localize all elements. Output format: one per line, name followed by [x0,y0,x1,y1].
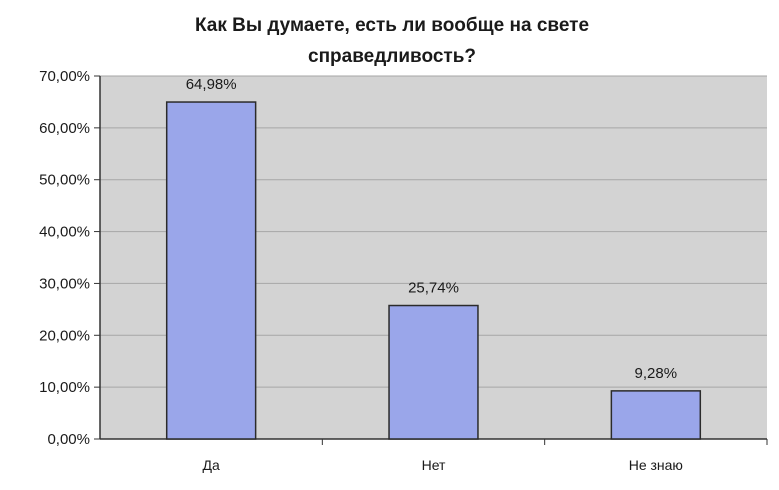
bar-2 [388,304,479,440]
x-category-label: Нет [422,457,446,473]
y-tick-label: 10,00% [39,379,90,396]
data-label: 9,28% [635,365,678,382]
y-tick-label: 30,00% [39,275,90,292]
x-category-label: Да [203,457,220,473]
y-tick-label: 20,00% [39,327,90,344]
y-tick-label: 50,00% [39,172,90,189]
chart-title-line-1: Как Вы думаете, есть ли вообще на свете [195,15,589,36]
bar-1 [165,101,257,440]
y-tick-label: 0,00% [47,431,90,448]
y-tick-label: 60,00% [39,120,90,137]
labels: 0,00% 10,00% 20,00% 30,00% 40,00% 50,00% 60,00… [39,68,683,473]
chart-title-line-2: справедливость? [308,46,476,67]
x-category-label: Не знаю [629,457,683,473]
data-label: 64,98% [186,76,237,93]
bar-3 [610,390,702,440]
bars [165,101,702,440]
data-label: 25,74% [408,280,459,297]
y-tick-label: 70,00% [39,68,90,85]
y-tick-label: 40,00% [39,224,90,241]
